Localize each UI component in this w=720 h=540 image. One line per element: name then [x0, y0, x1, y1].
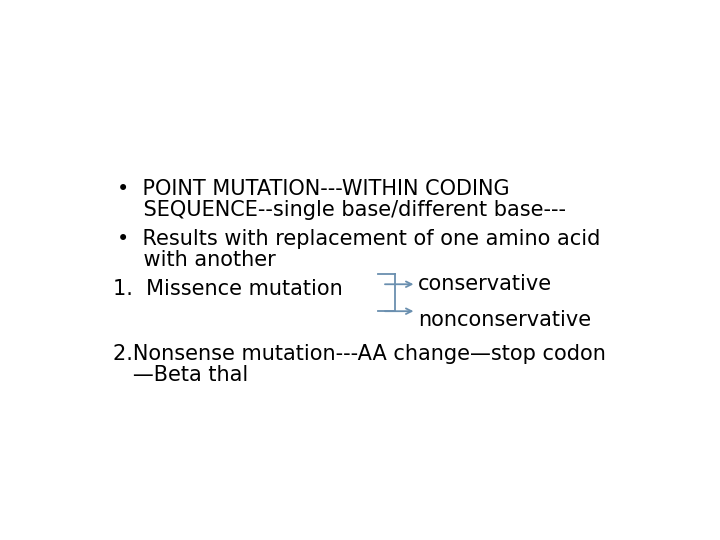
Text: •  Results with replacement of one amino acid: • Results with replacement of one amino … — [117, 229, 600, 249]
Text: 1.  Missence mutation: 1. Missence mutation — [113, 279, 343, 299]
Text: •  POINT MUTATION---WITHIN CODING: • POINT MUTATION---WITHIN CODING — [117, 179, 510, 199]
Text: 2.Nonsense mutation---AA change—stop codon: 2.Nonsense mutation---AA change—stop cod… — [113, 345, 606, 364]
Text: SEQUENCE--single base/different base---: SEQUENCE--single base/different base--- — [117, 200, 566, 220]
Text: conservative: conservative — [418, 274, 552, 294]
Text: nonconservative: nonconservative — [418, 309, 591, 329]
Text: with another: with another — [117, 249, 276, 269]
Text: —Beta thal: —Beta thal — [113, 365, 248, 385]
